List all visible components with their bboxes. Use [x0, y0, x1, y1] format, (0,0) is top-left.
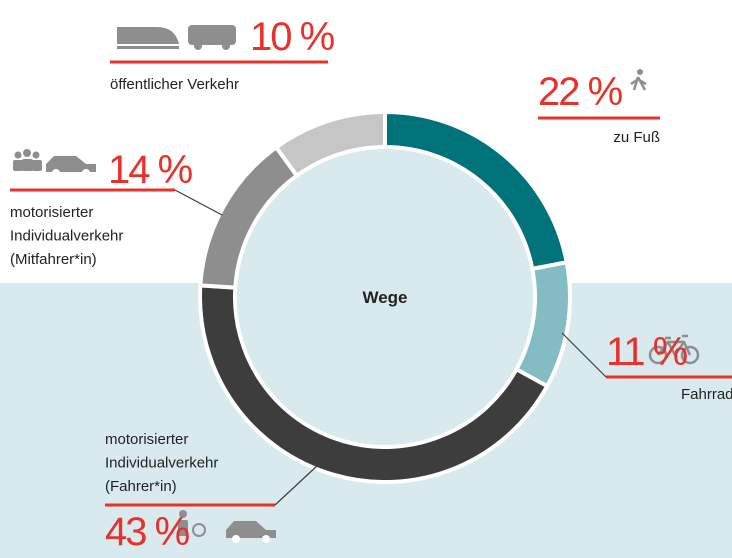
value-label: 10 %	[250, 15, 335, 59]
icons	[13, 25, 700, 543]
donut-segment	[198, 283, 550, 484]
category-label: motorisierter	[10, 204, 93, 221]
category-label: Individualverkehr	[10, 228, 123, 245]
category-label: öffentlicher Verkehr	[110, 76, 239, 93]
value-label: 43 %	[105, 510, 190, 554]
value-label: 14 %	[108, 148, 193, 192]
category-label: motorisierter	[105, 431, 188, 448]
category-label: (Mitfahrer*in)	[10, 251, 97, 268]
category-label: (Fahrer*in)	[105, 478, 177, 495]
leader-line	[561, 332, 607, 378]
donut-segment	[273, 109, 387, 179]
value-label: 11 %	[606, 330, 688, 374]
leader-line	[274, 464, 319, 506]
leader-line	[174, 189, 223, 216]
value-label: 22 %	[538, 70, 623, 114]
donut-hole	[237, 149, 533, 445]
center-label: Wege	[362, 288, 407, 307]
category-label: zu Fuß	[613, 129, 660, 146]
category-label: Individualverkehr	[105, 455, 218, 472]
category-label: Fahrrad	[681, 386, 732, 403]
